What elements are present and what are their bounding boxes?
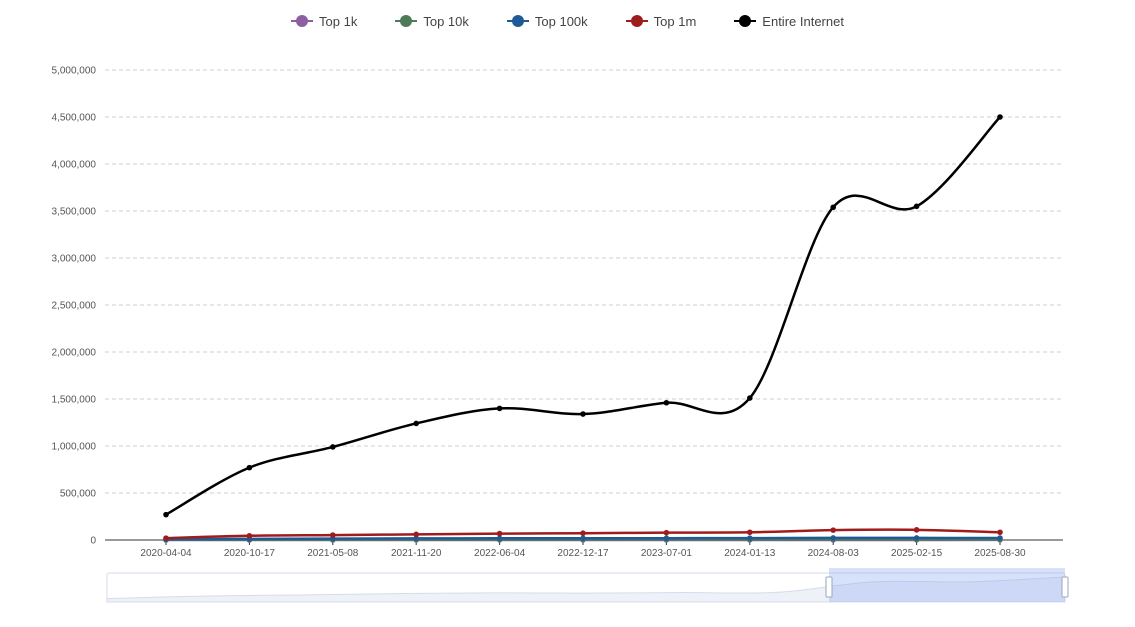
legend-swatch: [734, 14, 757, 28]
data-point[interactable]: [580, 535, 586, 542]
data-point[interactable]: [246, 464, 253, 471]
data-point[interactable]: [997, 529, 1003, 536]
y-tick-label: 2,000,000: [52, 348, 97, 359]
legend-label: Top 1m: [653, 13, 697, 29]
y-tick-label: 3,000,000: [52, 254, 97, 265]
data-point[interactable]: [913, 203, 920, 210]
legend-item-entire-internet[interactable]: Entire Internet: [734, 11, 844, 31]
data-point[interactable]: [246, 532, 253, 539]
y-tick-label: 4,500,000: [52, 113, 97, 124]
data-point[interactable]: [413, 531, 420, 538]
x-tick-label: 2020-04-04: [140, 548, 192, 559]
grid-lines: [105, 69, 1063, 494]
data-point[interactable]: [913, 527, 920, 533]
data-point[interactable]: [997, 114, 1003, 120]
data-point[interactable]: [580, 411, 586, 417]
series-lines: [163, 114, 1003, 543]
data-zoom-slider[interactable]: [106, 568, 1069, 603]
x-tick-label: 2025-02-15: [891, 548, 943, 559]
data-point[interactable]: [163, 535, 169, 541]
x-axis: 2020-04-04 2020-10-17 2021-05-08 2021-11-20…: [105, 539, 1063, 559]
y-tick-label: 4,000,000: [52, 160, 97, 171]
legend-item-top-1k[interactable]: Top 1k: [291, 11, 357, 31]
y-tick-label: 500,000: [60, 489, 97, 500]
data-point[interactable]: [663, 399, 670, 406]
legend-swatch: [625, 14, 648, 28]
data-point[interactable]: [496, 530, 503, 537]
y-tick-label: 1,000,000: [52, 442, 97, 453]
y-tick-label: 0: [90, 536, 96, 547]
x-tick-label: 2021-05-08: [307, 548, 359, 559]
data-point[interactable]: [747, 529, 753, 536]
x-tick-label: 2025-08-30: [974, 548, 1026, 559]
data-point[interactable]: [747, 535, 753, 541]
data-point[interactable]: [830, 204, 836, 211]
data-point[interactable]: [413, 420, 420, 427]
legend-label: Entire Internet: [762, 13, 844, 29]
zoom-handle[interactable]: [825, 576, 833, 598]
data-point[interactable]: [913, 535, 920, 541]
data-point[interactable]: [580, 530, 586, 537]
x-tick-label: 2022-06-04: [474, 548, 526, 559]
legend-label: Top 10k: [423, 13, 469, 29]
data-point[interactable]: [663, 535, 670, 542]
legend-swatch: [506, 14, 529, 28]
series-top-1m: [163, 527, 1003, 541]
y-tick-label: 2,500,000: [52, 301, 97, 312]
x-tick-label: 2023-07-01: [641, 548, 693, 559]
legend: Top 1k Top 10k Top 100k Top 1m Entire Intern…: [0, 11, 1135, 31]
zoom-handle[interactable]: [1061, 576, 1069, 598]
series-entire-internet: [163, 114, 1003, 518]
legend-item-top-1m[interactable]: Top 1m: [625, 11, 697, 31]
legend-label: Top 1k: [319, 13, 358, 29]
data-point[interactable]: [496, 405, 503, 412]
y-tick-label: 5,000,000: [52, 66, 97, 77]
legend-swatch: [395, 14, 418, 28]
y-tick-label: 1,500,000: [52, 395, 97, 406]
legend-label: Top 100k: [534, 13, 588, 29]
data-point[interactable]: [413, 535, 420, 542]
data-point[interactable]: [496, 535, 503, 542]
data-point[interactable]: [663, 529, 670, 536]
x-tick-label: 2021-11-20: [391, 548, 442, 559]
data-point[interactable]: [830, 527, 836, 533]
data-point[interactable]: [997, 535, 1003, 541]
series-line: [165, 116, 1001, 516]
legend-item-top-100k[interactable]: Top 100k: [506, 11, 588, 31]
y-tick-label: 3,500,000: [52, 207, 97, 218]
x-tick-label: 2022-12-17: [557, 548, 609, 559]
data-point[interactable]: [330, 532, 336, 538]
x-tick-label: 2024-01-13: [724, 548, 776, 559]
x-tick-label: 2020-10-17: [224, 548, 276, 559]
legend-swatch: [291, 14, 314, 28]
y-axis-ticks: 0 500,000 1,000,000 1,500,000 2,000,000 2,500…: [52, 66, 97, 547]
data-point[interactable]: [330, 444, 336, 450]
legend-item-top-10k[interactable]: Top 10k: [395, 11, 469, 31]
x-tick-label: 2024-08-03: [808, 548, 860, 559]
data-point[interactable]: [163, 511, 169, 518]
zoom-selection[interactable]: [829, 568, 1065, 602]
data-point[interactable]: [830, 535, 836, 541]
data-point[interactable]: [747, 395, 753, 401]
